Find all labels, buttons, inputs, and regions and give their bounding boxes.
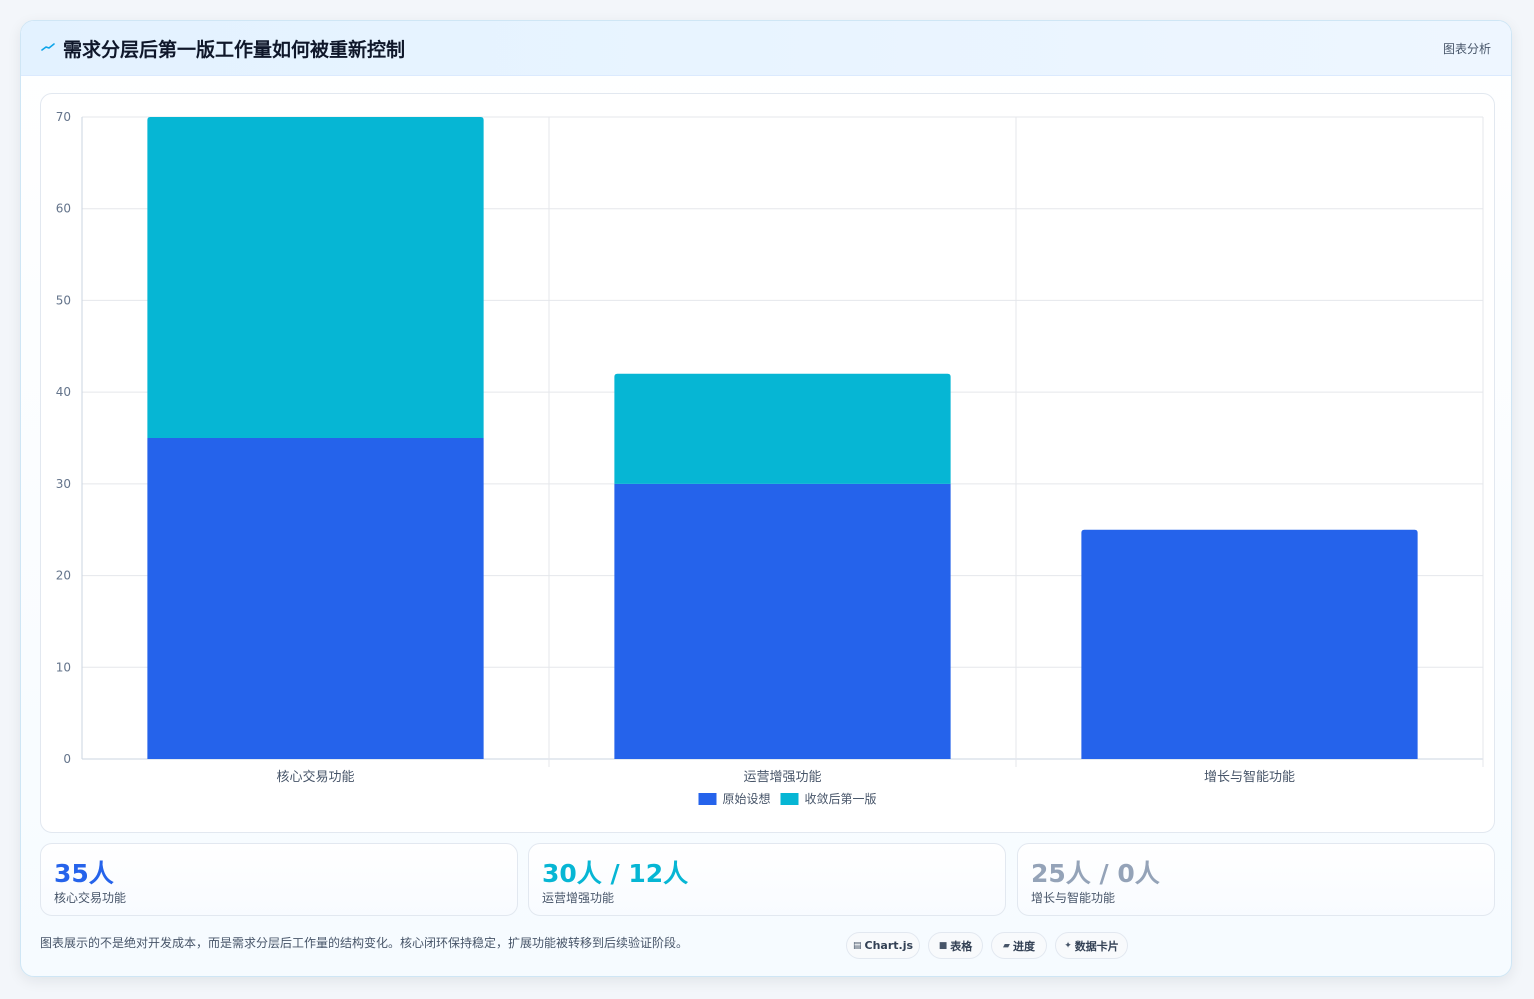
y-tick-label: 20 [56, 569, 71, 583]
bar-converged-0[interactable] [147, 117, 484, 438]
x-tick-label: 增长与智能功能 [1204, 770, 1295, 785]
legend-swatch[interactable] [698, 793, 717, 805]
chip-data-card[interactable]: ✦ 数据卡片 [1055, 932, 1128, 959]
page-title: 需求分层后第一版工作量如何被重新控制 [63, 39, 406, 61]
bar-original-2[interactable] [1081, 529, 1418, 759]
chip-progress[interactable]: ▰ 进度 [991, 932, 1047, 959]
bar-converged-1[interactable] [614, 373, 951, 484]
chart-analysis-tag: 图表分析 [1442, 42, 1491, 56]
y-tick-label: 30 [56, 477, 71, 491]
legend-label[interactable]: 收敛后第一版 [805, 791, 877, 806]
chip-table[interactable]: ■ 表格 [928, 932, 983, 959]
stat-label: 核心交易功能 [54, 891, 127, 905]
progress-icon: ▰ [1003, 940, 1010, 951]
y-tick-label: 50 [56, 293, 71, 307]
legend: 原始设想 收敛后第一版 [698, 791, 877, 806]
legend-label[interactable]: 原始设想 [723, 791, 771, 806]
stat-card-ops: 30人 / 12人 运营增强功能 [528, 843, 1006, 916]
chip-chartjs[interactable]: ▤ Chart.js [846, 932, 920, 959]
x-axis-labels: 核心交易功能 运营增强功能 增长与智能功能 [276, 769, 1295, 785]
legend-swatch[interactable] [780, 793, 799, 805]
stat-value: 25人 / 0人 [1031, 859, 1160, 888]
chip-label: 进度 [1012, 939, 1035, 953]
y-tick-label: 70 [56, 110, 71, 124]
sparkle-icon: ✦ [1064, 940, 1072, 951]
table-icon: ■ [938, 940, 948, 951]
stat-value: 30人 / 12人 [542, 859, 689, 888]
chip-label: 数据卡片 [1074, 939, 1119, 953]
bars [147, 117, 1418, 759]
y-tick-label: 10 [56, 660, 71, 674]
chip-label: 表格 [950, 939, 973, 953]
bar-original-1[interactable] [614, 483, 951, 759]
y-tick-label: 0 [63, 752, 71, 766]
card-header: 需求分层后第一版工作量如何被重新控制 图表分析 [21, 21, 1511, 76]
chart-line-icon [41, 43, 55, 51]
stat-card-core: 35人 核心交易功能 [40, 843, 518, 916]
stat-label: 增长与智能功能 [1031, 891, 1116, 905]
stacked-bar-chart: 0 10 20 30 40 50 60 70 核心交易功能 运营增强功能 增长与智能功能 原始设想… [56, 110, 1484, 806]
stat-card-growth: 25人 / 0人 增长与智能功能 [1017, 843, 1495, 916]
bar-original-0[interactable] [147, 438, 484, 759]
footer-note: 图表展示的不是绝对开发成本，而是需求分层后工作量的结构变化。核心闭环保持稳定，扩… [40, 936, 689, 950]
y-axis-ticks: 0 10 20 30 40 50 60 70 [56, 110, 71, 766]
x-tick-label: 运营增强功能 [743, 770, 821, 785]
stat-value: 35人 [54, 859, 114, 888]
x-tick-label: 核心交易功能 [276, 769, 354, 785]
y-tick-label: 60 [56, 202, 71, 216]
chart-icon: ▤ [852, 940, 862, 951]
y-tick-label: 40 [56, 385, 71, 399]
chip-label: Chart.js [864, 939, 914, 952]
chart-card: 需求分层后第一版工作量如何被重新控制 图表分析 0 10 20 30 40 50 60 70 … [20, 20, 1512, 977]
stat-label: 运营增强功能 [542, 891, 615, 905]
chart-panel: 0 10 20 30 40 50 60 70 核心交易功能 运营增强功能 增长与智能功能 原始设想… [40, 93, 1495, 833]
